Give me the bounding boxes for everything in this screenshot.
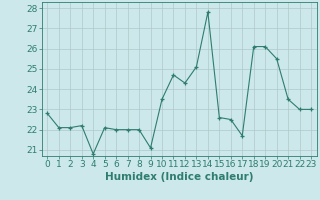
X-axis label: Humidex (Indice chaleur): Humidex (Indice chaleur) [105, 172, 253, 182]
